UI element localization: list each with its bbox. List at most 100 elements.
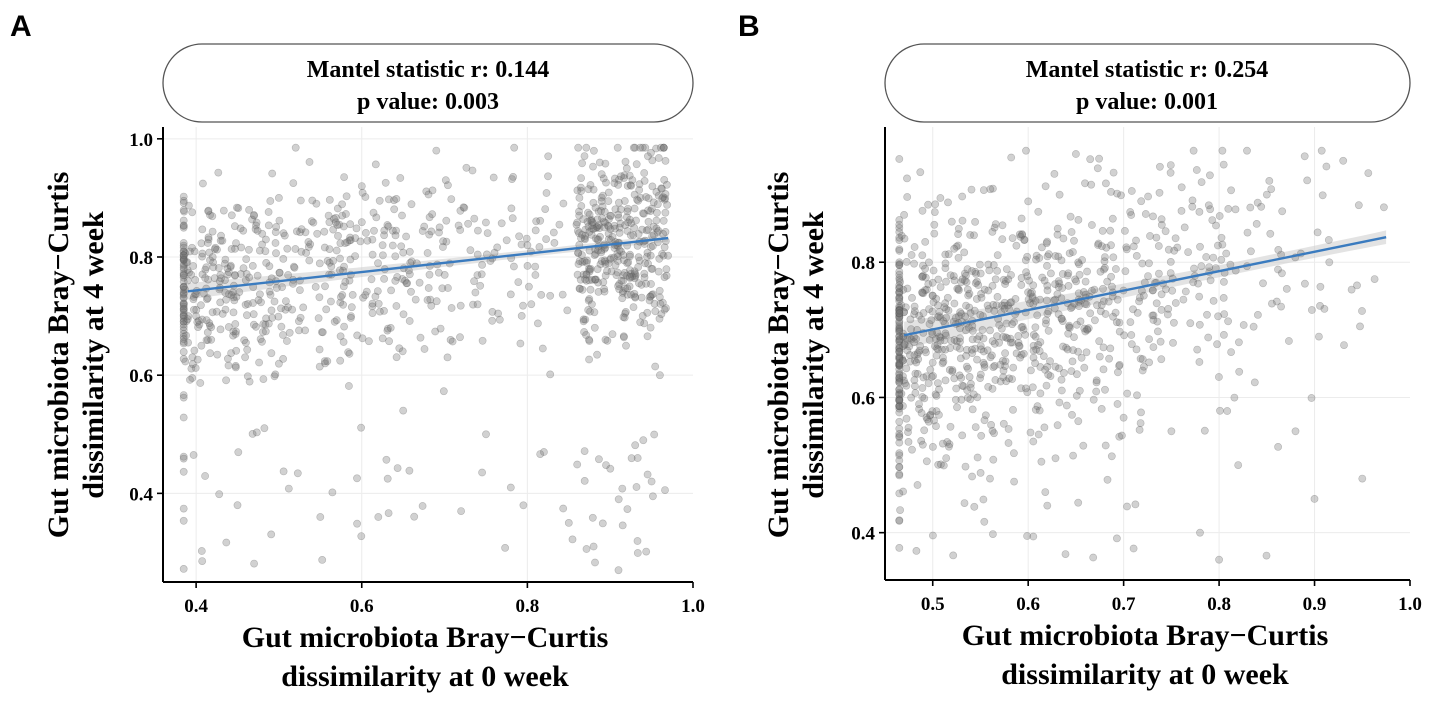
data-point — [895, 516, 904, 525]
y-tick-label: 0.8 — [129, 248, 153, 269]
data-point — [581, 315, 590, 324]
data-point — [1029, 346, 1038, 355]
data-point — [1307, 394, 1316, 402]
data-point — [1181, 287, 1190, 296]
data-point — [1036, 295, 1044, 304]
data-point — [532, 217, 541, 226]
data-point — [926, 365, 935, 374]
data-point — [1220, 277, 1228, 286]
data-point — [1033, 402, 1042, 411]
data-point — [595, 455, 603, 464]
data-point — [320, 243, 329, 252]
data-point — [941, 345, 950, 354]
y-tick-label: 0.8 — [851, 253, 875, 274]
data-point — [1043, 286, 1052, 295]
data-point — [931, 390, 940, 399]
data-point — [1157, 305, 1166, 314]
data-point — [895, 313, 904, 321]
data-point — [179, 337, 188, 346]
data-point — [1101, 441, 1110, 450]
data-point — [1011, 294, 1020, 303]
data-point — [1370, 275, 1379, 283]
data-point — [407, 287, 415, 296]
data-point — [316, 513, 325, 521]
data-point — [387, 286, 395, 295]
data-point — [615, 280, 624, 289]
data-point — [895, 288, 904, 297]
data-point — [270, 297, 279, 306]
data-point — [258, 337, 266, 346]
data-point — [587, 230, 596, 239]
data-point — [372, 213, 381, 222]
data-point — [264, 208, 273, 216]
data-point — [544, 152, 553, 161]
panel-a: A Mantel statistic r: 0.144 p value: 0.0… — [10, 10, 705, 693]
data-point — [643, 308, 652, 317]
data-point — [999, 275, 1008, 284]
data-point — [1020, 235, 1029, 244]
data-point — [345, 236, 354, 245]
data-point — [391, 276, 400, 285]
data-point — [895, 361, 904, 370]
strip-title-line2: p value: 0.001 — [1076, 89, 1218, 115]
data-point — [306, 240, 315, 249]
data-point — [216, 325, 225, 334]
data-point — [1186, 319, 1195, 328]
data-point — [242, 255, 251, 263]
data-point — [988, 281, 997, 290]
data-point — [895, 284, 904, 293]
data-point — [903, 174, 911, 183]
data-point — [583, 217, 592, 226]
data-point — [618, 294, 627, 303]
data-point — [393, 273, 402, 281]
data-point — [633, 454, 642, 462]
data-point — [252, 322, 260, 331]
data-point — [340, 173, 348, 181]
data-point — [956, 354, 965, 363]
data-point — [1146, 232, 1154, 240]
data-point — [589, 542, 598, 551]
data-point — [351, 252, 359, 260]
data-point — [647, 243, 655, 251]
strip-title-line1: Mantel statistic r: 0.144 — [307, 57, 550, 83]
data-point — [309, 218, 318, 227]
data-point — [315, 362, 324, 371]
data-point — [895, 456, 904, 465]
data-point — [1063, 271, 1072, 280]
data-point — [611, 205, 620, 214]
data-point — [956, 308, 965, 317]
data-point — [232, 203, 241, 212]
data-point — [987, 420, 995, 429]
data-point — [258, 229, 267, 238]
data-point — [182, 258, 191, 267]
data-point — [1188, 196, 1197, 205]
data-point — [960, 276, 969, 285]
data-point — [597, 193, 606, 202]
data-point — [1054, 277, 1063, 285]
data-point — [1074, 417, 1083, 426]
data-point — [631, 143, 639, 152]
data-point — [1253, 198, 1262, 207]
data-point — [1042, 381, 1051, 390]
data-point — [970, 502, 979, 511]
data-point — [662, 271, 671, 280]
data-point — [627, 454, 636, 463]
data-point — [942, 313, 951, 322]
data-point — [1202, 253, 1211, 261]
data-point — [490, 248, 499, 257]
data-point — [936, 283, 945, 291]
data-point — [1239, 321, 1248, 329]
data-point — [623, 505, 632, 513]
data-point — [218, 236, 227, 245]
data-point — [622, 164, 631, 173]
data-point — [993, 251, 1002, 259]
data-point — [1109, 168, 1118, 177]
data-point — [646, 292, 655, 301]
data-point — [1000, 304, 1009, 313]
data-point — [535, 243, 544, 251]
data-point — [916, 342, 925, 350]
data-point — [179, 311, 188, 320]
data-point — [179, 206, 188, 215]
data-point — [1004, 301, 1012, 310]
data-point — [179, 277, 188, 286]
